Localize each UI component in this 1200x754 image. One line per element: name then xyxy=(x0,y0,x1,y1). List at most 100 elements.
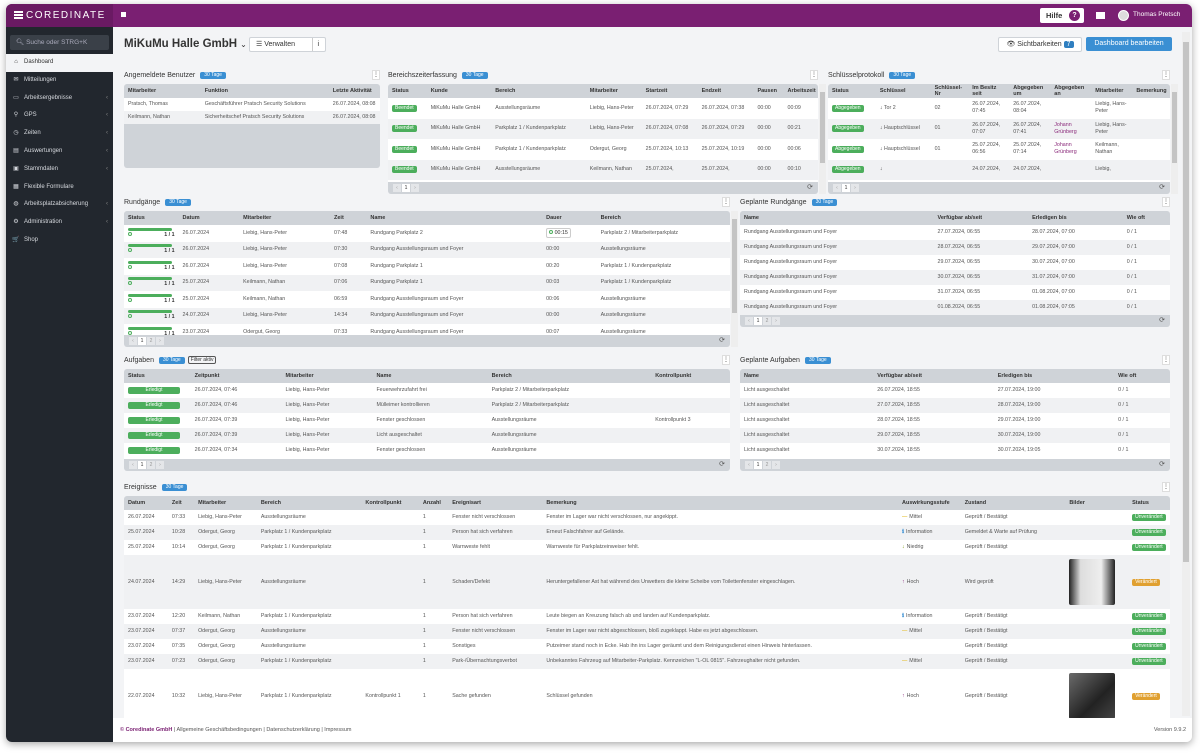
page-button[interactable]: 1 xyxy=(754,461,762,469)
column-header[interactable]: Name xyxy=(376,372,392,379)
sidebar-item-mitteilungen[interactable]: ✉ Mitteilungen xyxy=(6,72,113,90)
column-header[interactable]: Arbeitszeit xyxy=(787,87,816,94)
table-row[interactable]: Keilmann, Nathan Sicherheitschef Pratsch … xyxy=(124,111,380,124)
column-header[interactable]: Bereich xyxy=(600,214,621,221)
logo[interactable]: COREDINATE xyxy=(6,4,113,27)
column-header[interactable]: Mitarbeiter xyxy=(285,372,314,379)
prev-page-button[interactable]: ‹ xyxy=(745,317,753,325)
column-header[interactable]: Status xyxy=(832,87,849,94)
table-row[interactable]: 22.07.2024 10:32 Liebig, Hans-Peter Parkpla… xyxy=(124,669,1170,723)
refresh-icon[interactable]: ⟳ xyxy=(807,184,813,191)
page-scrollbar[interactable] xyxy=(1182,32,1190,716)
next-page-button[interactable]: › xyxy=(851,184,859,192)
column-header[interactable]: Mitarbeiter xyxy=(198,499,227,506)
manage-button[interactable]: ☰ Verwalten i xyxy=(249,37,326,52)
column-header[interactable]: Mitarbeiter xyxy=(128,87,157,94)
table-row[interactable]: Beendet MiKuMu Halle GmbH Ausstellungsräum… xyxy=(388,98,818,119)
page-button[interactable]: 1 xyxy=(138,337,146,345)
column-header[interactable]: Kontrollpunkt xyxy=(365,499,402,506)
column-header[interactable]: Zeitpunkt xyxy=(194,372,220,379)
sidebar-item-flexible-formulare[interactable]: ▦ Flexible Formulare xyxy=(6,179,113,197)
refresh-icon[interactable]: ⟳ xyxy=(1159,184,1165,191)
table-row[interactable]: 23.07.2024 07:37 Odergut, Georg Ausstellung… xyxy=(124,624,1170,639)
panel-menu-icon[interactable]: ⋮ xyxy=(722,197,730,207)
table-row[interactable]: Beendet MiKuMu Halle GmbH Parkplatz 1 / Ku… xyxy=(388,118,818,139)
edit-dashboard-button[interactable]: Dashboard bearbeiten xyxy=(1086,37,1172,51)
duration-badge[interactable]: 00:15 xyxy=(546,227,571,238)
visibility-button[interactable]: 👁 Sichtbarkeiten 7 xyxy=(998,37,1082,52)
column-header[interactable]: Pausen xyxy=(757,87,778,94)
next-page-button[interactable]: › xyxy=(772,317,780,325)
column-header[interactable]: Verfügbar ab/seit xyxy=(937,214,983,221)
filter-badge[interactable]: Filter aktiv xyxy=(187,356,217,364)
column-header[interactable]: Mitarbeiter xyxy=(589,87,618,94)
page-button[interactable]: 1 xyxy=(842,184,850,192)
user-name[interactable]: Thomas Pretsch xyxy=(1133,11,1181,18)
page-button[interactable]: 2 xyxy=(763,317,771,325)
column-header[interactable]: Dauer xyxy=(546,214,562,221)
table-row[interactable]: Pratsch, Thomas Geschäftsführer Pratsch S… xyxy=(124,98,380,111)
sidebar-item-shop[interactable]: 🛒 Shop xyxy=(6,232,113,250)
column-header[interactable]: Auswirkungsstufe xyxy=(901,499,950,506)
column-header[interactable]: Status xyxy=(128,214,145,221)
page-button[interactable]: 2 xyxy=(147,337,155,345)
column-header[interactable]: Anzahl xyxy=(422,499,441,506)
column-header[interactable]: Status xyxy=(1132,499,1149,506)
sidebar-item-arbeitsergebnisse[interactable]: ▭ Arbeitsergebnisse ‹ xyxy=(6,90,113,108)
column-header[interactable]: Bilder xyxy=(1069,499,1085,506)
page-button[interactable]: 1 xyxy=(754,317,762,325)
table-row[interactable]: 1 / 1 23.07.2024 Odergut, Georg 07:33 Rundga… xyxy=(124,324,730,335)
sidebar-item-gps[interactable]: ⚲ GPS ‹ xyxy=(6,107,113,125)
column-header[interactable]: Abgegeben um xyxy=(1013,84,1044,98)
table-row[interactable]: Licht ausgeschaltet 30.07.2024, 18:55 30.0… xyxy=(740,443,1170,458)
sidebar-item-stammdaten[interactable]: ▣ Stammdaten ‹ xyxy=(6,161,113,179)
column-header[interactable]: Bereich xyxy=(495,87,516,94)
table-scrollbar[interactable] xyxy=(1171,84,1178,194)
help-button[interactable]: Hilfe? xyxy=(1040,8,1084,23)
table-row[interactable]: Abgegeben ↓ Hauptschlüssel 01 26.07.2024, 0… xyxy=(828,118,1170,139)
table-row[interactable]: 25.07.2024 10:28 Odergut, Georg Parkplatz 1… xyxy=(124,525,1170,540)
column-header[interactable]: Zeit xyxy=(334,214,344,221)
table-row[interactable]: 1 / 1 26.07.2024 Liebig, Hans-Peter 07:48 Ru… xyxy=(124,225,730,242)
event-photo-thumbnail[interactable] xyxy=(1069,673,1116,719)
next-page-button[interactable]: › xyxy=(156,461,164,469)
column-header[interactable]: Abgegeben an xyxy=(1054,84,1085,98)
column-header[interactable]: Startzeit xyxy=(645,87,668,94)
table-row[interactable]: Abgegeben ↓ Hauptschlüssel 01 25.07.2024, 0… xyxy=(828,139,1170,160)
table-row[interactable]: Licht ausgeschaltet 27.07.2024, 18:55 28.0… xyxy=(740,398,1170,413)
table-row[interactable]: 1 / 1 24.07.2024 Liebig, Hans-Peter 14:34 Ru… xyxy=(124,307,730,324)
panel-menu-icon[interactable]: ⋮ xyxy=(722,355,730,365)
period-badge[interactable]: 30 Tage xyxy=(158,357,185,364)
mail-icon[interactable] xyxy=(1096,12,1105,19)
period-badge[interactable]: 30 Tage xyxy=(165,199,191,206)
column-header[interactable]: Status xyxy=(392,87,409,94)
table-row[interactable]: Erledigt 26.07.2024, 07:46 Liebig, Hans-Pe… xyxy=(124,398,730,413)
period-badge[interactable]: 30 Tage xyxy=(461,72,488,79)
table-row[interactable]: Licht ausgeschaltet 26.07.2024, 18:55 27.0… xyxy=(740,383,1170,398)
column-header[interactable]: Datum xyxy=(128,499,146,506)
table-row[interactable]: 24.07.2024 14:29 Liebig, Hans-Peter Ausstel… xyxy=(124,555,1170,609)
column-header[interactable]: Erledigen bis xyxy=(1032,214,1067,221)
column-header[interactable]: Erledigen bis xyxy=(997,372,1033,379)
column-header[interactable]: Bereich xyxy=(491,372,512,379)
person-link[interactable]: Johann Grünberg xyxy=(1054,142,1077,156)
column-header[interactable]: Letzte Aktivität xyxy=(332,87,372,94)
person-link[interactable]: Johann Grünberg xyxy=(1054,121,1077,135)
table-row[interactable]: 1 / 1 26.07.2024 Liebig, Hans-Peter 07:30 Ru… xyxy=(124,241,730,258)
column-header[interactable]: Ereignisart xyxy=(452,499,481,506)
column-header[interactable]: Verfügbar ab/seit xyxy=(877,372,922,379)
column-header[interactable]: Datum xyxy=(182,214,200,221)
prev-page-button[interactable]: ‹ xyxy=(833,184,841,192)
avatar[interactable] xyxy=(1118,10,1129,21)
column-header[interactable]: Zeit xyxy=(171,499,182,506)
panel-menu-icon[interactable]: ⋮ xyxy=(1162,482,1170,492)
panel-menu-icon[interactable]: ⋮ xyxy=(1162,70,1170,80)
table-scrollbar[interactable] xyxy=(731,211,738,347)
table-row[interactable]: Abgegeben ↓ 24.07.2024, 24.07.2024, Liebig, xyxy=(828,159,1170,180)
prev-page-button[interactable]: ‹ xyxy=(129,461,137,469)
table-row[interactable]: 23.07.2024 12:20 Keilmann, Nathan Parkplatz… xyxy=(124,609,1170,624)
refresh-icon[interactable]: ⟳ xyxy=(719,461,725,468)
table-row[interactable]: 25.07.2024 10:14 Odergut, Georg Parkplatz 1… xyxy=(124,540,1170,555)
page-button[interactable]: 2 xyxy=(763,461,771,469)
column-header[interactable]: Kontrollpunkt xyxy=(655,372,692,379)
